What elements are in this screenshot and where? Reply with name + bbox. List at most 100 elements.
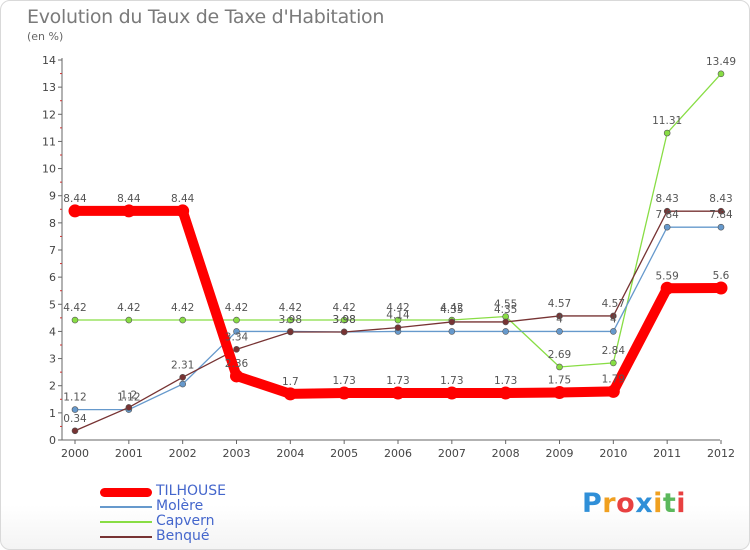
data-label: 11.31 (652, 115, 682, 127)
data-label: 8.43 (655, 193, 678, 205)
data-point (337, 386, 351, 400)
data-label: 4.55 (494, 299, 517, 311)
data-point (68, 204, 82, 218)
data-label: 4.42 (279, 302, 302, 314)
data-label: 4.42 (225, 302, 248, 314)
data-point (610, 312, 617, 320)
data-point (340, 328, 348, 336)
data-label: 1.73 (494, 375, 517, 387)
x-tick-label: 2008 (492, 447, 520, 460)
data-point (391, 386, 405, 400)
data-point (445, 386, 459, 400)
data-label: 4.42 (386, 302, 409, 314)
legend-swatch (100, 521, 152, 523)
data-label: 1.12 (63, 392, 86, 404)
data-point (499, 386, 513, 400)
data-point (502, 328, 509, 335)
data-point (448, 328, 456, 335)
y-tick-label: 11 (42, 135, 56, 148)
data-point (283, 387, 297, 401)
data-label: 4.42 (440, 302, 463, 314)
data-point (125, 404, 133, 411)
data-label: 1.73 (332, 375, 355, 387)
data-label: 7.84 (655, 209, 679, 221)
data-point (660, 281, 674, 295)
x-tick-label: 2001 (115, 447, 143, 460)
data-label: 4.35 (494, 304, 517, 316)
data-label: 3.98 (332, 314, 355, 326)
data-point (717, 207, 725, 215)
x-tick-label: 2009 (546, 447, 574, 460)
data-label: 1.73 (386, 375, 409, 387)
data-label: 2.69 (548, 349, 571, 361)
data-label: 4.57 (602, 298, 625, 310)
legend-label: Benqué (156, 528, 210, 544)
data-point (394, 324, 402, 331)
data-label: 4.42 (117, 302, 140, 314)
data-label: 3.98 (332, 314, 355, 326)
y-tick-label: 1 (49, 407, 56, 420)
legend-label: Capvern (156, 513, 215, 529)
legend-swatch (100, 488, 152, 497)
legend-swatch (100, 506, 152, 508)
y-tick-label: 3 (49, 353, 56, 366)
logo-letter: x (635, 488, 654, 519)
data-label: 13.49 (706, 56, 736, 68)
data-point (122, 204, 136, 218)
data-label: 5.59 (655, 270, 678, 282)
x-tick-label: 2012 (707, 447, 735, 460)
data-label: 4.35 (440, 304, 463, 316)
data-point (553, 386, 566, 399)
data-label: 7.84 (709, 209, 733, 221)
data-point (663, 207, 671, 215)
data-label: 4.57 (548, 298, 571, 310)
data-label: 4.42 (332, 302, 355, 314)
data-label: 1.12 (117, 392, 140, 404)
data-point (71, 427, 79, 435)
data-point (125, 316, 133, 324)
data-label: 1.79 (602, 373, 625, 385)
data-point (556, 328, 563, 335)
x-tick-label: 2003 (223, 447, 251, 460)
x-tick-label: 2007 (438, 447, 466, 460)
data-point (556, 363, 563, 371)
data-point (179, 373, 186, 381)
data-label: 4.14 (386, 310, 410, 322)
data-label: 4.42 (171, 302, 194, 314)
x-tick-label: 2010 (599, 447, 627, 460)
x-tick-label: 2000 (61, 447, 89, 460)
data-point (179, 380, 186, 388)
data-label: 8.43 (709, 193, 732, 205)
data-point (610, 359, 617, 367)
y-tick-label: 8 (49, 217, 56, 230)
data-point (610, 328, 617, 335)
y-tick-label: 9 (49, 190, 56, 203)
data-label: 3.34 (225, 331, 249, 343)
data-point (287, 328, 294, 336)
legend-swatch (100, 536, 152, 538)
data-point (394, 316, 402, 324)
x-tick-label: 2011 (653, 447, 681, 460)
data-point (179, 316, 186, 324)
data-label: 8.44 (171, 193, 195, 205)
data-label: 8.44 (63, 193, 87, 205)
y-tick-label: 14 (42, 54, 56, 67)
data-label: 1.73 (440, 375, 463, 387)
y-tick-label: 10 (42, 163, 56, 176)
data-label: 3.98 (279, 314, 302, 326)
y-tick-label: 0 (49, 434, 56, 447)
data-point (71, 316, 79, 324)
data-label: 1.75 (548, 375, 571, 387)
y-tick-label: 4 (49, 325, 56, 338)
x-tick-label: 2002 (169, 447, 197, 460)
data-point (287, 316, 294, 324)
logo-letter: i (653, 488, 663, 519)
data-label: 0.34 (63, 413, 87, 425)
y-tick-label: 13 (42, 81, 56, 94)
data-label: 2.31 (171, 359, 194, 371)
logo-letter: r (602, 488, 617, 519)
legend-label: Molère (156, 498, 204, 514)
data-label: 1.2 (120, 389, 137, 401)
